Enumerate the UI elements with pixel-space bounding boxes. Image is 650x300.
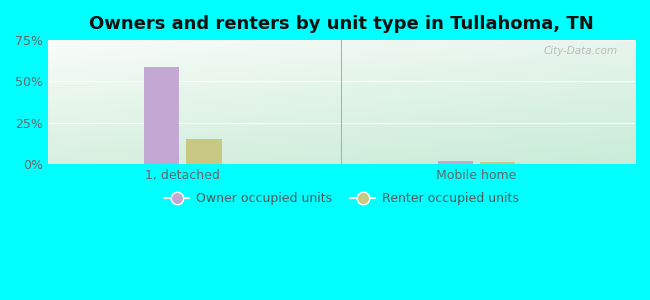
- Bar: [480, 162, 515, 164]
- Title: Owners and renters by unit type in Tullahoma, TN: Owners and renters by unit type in Tulla…: [89, 15, 594, 33]
- Text: City-Data.com: City-Data.com: [543, 46, 618, 56]
- Bar: [437, 161, 473, 164]
- Bar: [144, 67, 179, 164]
- Bar: [187, 140, 222, 164]
- Legend: Owner occupied units, Renter occupied units: Owner occupied units, Renter occupied un…: [159, 187, 523, 210]
